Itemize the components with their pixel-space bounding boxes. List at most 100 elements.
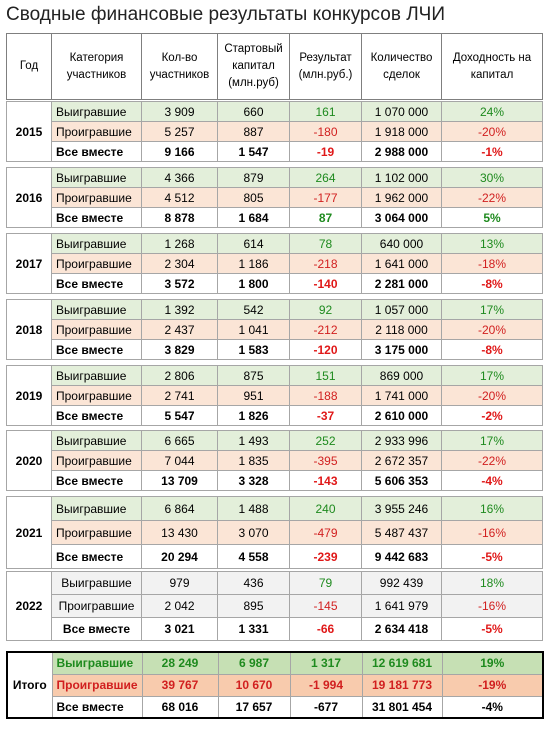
capital-cell: 879 — [217, 167, 290, 188]
yield-cell: 30% — [441, 167, 543, 188]
trades-cell: 1 641 000 — [361, 253, 442, 274]
category-cell: Проигравшие — [51, 673, 143, 697]
participants-cell: 6 864 — [141, 496, 218, 521]
participants-cell: 9 166 — [141, 141, 218, 162]
category-cell: Проигравшие — [51, 319, 142, 340]
win-row: 2015 Выигравшие 3 909 660 161 1 070 000 24% — [6, 101, 543, 162]
yield-cell: 5% — [441, 207, 543, 228]
yield-cell: -1% — [441, 141, 543, 162]
trades-cell: 2 988 000 — [361, 141, 442, 162]
total-row: Все вместе 13 709 3 328 -143 5 606 353 -4% — [7, 470, 543, 491]
participants-cell: 28 249 — [141, 651, 219, 675]
yield-cell: 18% — [441, 571, 543, 595]
category-cell: Выигравшие — [51, 299, 142, 320]
category-cell: Все вместе — [51, 617, 142, 641]
yield-cell: -22% — [441, 450, 543, 471]
yield-cell: -2% — [441, 405, 543, 426]
participants-cell: 4 366 — [141, 167, 218, 188]
trades-cell: 1 918 000 — [361, 121, 442, 142]
trades-cell: 3 955 246 — [361, 496, 442, 521]
result-cell: 151 — [289, 365, 362, 386]
participants-cell: 3 021 — [141, 617, 218, 641]
participants-cell: 2 741 — [141, 385, 218, 406]
total-row: Все вместе 8 878 1 684 87 3 064 000 5% — [7, 207, 543, 228]
year-table: 2022 Выигравшие 979 436 79 992 439 18% Проиграв… — [6, 571, 543, 641]
result-cell: 79 — [289, 571, 362, 595]
result-cell: 264 — [289, 167, 362, 188]
result-cell: 1 317 — [289, 651, 363, 675]
result-cell: -395 — [289, 450, 362, 471]
trades-cell: 2 118 000 — [361, 319, 442, 340]
participants-cell: 3 572 — [141, 273, 218, 294]
trades-cell: 1 641 979 — [361, 594, 442, 618]
capital-cell: 1 186 — [217, 253, 290, 274]
participants-cell: 979 — [141, 571, 218, 595]
yield-cell: -16% — [441, 594, 543, 618]
category-cell: Выигравшие — [51, 365, 142, 386]
yield-cell: -8% — [441, 273, 543, 294]
win-row: 2019 Выигравшие 2 806 875 151 869 000 17% — [6, 365, 543, 426]
year-table: 2020 Выигравшие 6 665 1 493 252 2 933 996 17% П… — [6, 430, 543, 491]
capital-cell: 951 — [217, 385, 290, 406]
total-row: Все вместе 5 547 1 826 -37 2 610 000 -2% — [7, 405, 543, 426]
participants-cell: 8 878 — [141, 207, 218, 228]
category-cell: Проигравшие — [51, 121, 142, 142]
lose-row: Проигравшие 13 430 3 070 -479 5 487 437 -16% — [7, 520, 543, 545]
yield-cell: 17% — [441, 299, 543, 320]
yield-cell: -19% — [441, 673, 544, 697]
year-table: 2018 Выигравшие 1 392 542 92 1 057 000 17% Прои… — [6, 299, 543, 360]
capital-cell: 436 — [217, 571, 290, 595]
win-row: Итого Выигравшие 28 249 6 987 1 317 12 619 68… — [6, 651, 544, 719]
trades-cell: 1 962 000 — [361, 187, 442, 208]
year-cell: 2018 — [6, 299, 52, 360]
yield-cell: -4% — [441, 695, 544, 719]
header-participants: Кол-во участников — [141, 33, 218, 100]
trades-cell: 31 801 454 — [361, 695, 443, 719]
category-cell: Все вместе — [51, 339, 142, 360]
total-row: Все вместе 68 016 17 657 -677 31 801 454 -4% — [7, 695, 544, 719]
yield-cell: -22% — [441, 187, 543, 208]
total-row: Все вместе 20 294 4 558 -239 9 442 683 -5% — [7, 544, 543, 569]
page-title: Сводные финансовые результаты конкурсов … — [6, 4, 445, 25]
capital-cell: 1 488 — [217, 496, 290, 521]
result-cell: -212 — [289, 319, 362, 340]
capital-cell: 542 — [217, 299, 290, 320]
capital-cell: 895 — [217, 594, 290, 618]
trades-cell: 992 439 — [361, 571, 442, 595]
trades-cell: 2 634 418 — [361, 617, 442, 641]
lose-row: Проигравшие 5 257 887 -180 1 918 000 -20% — [7, 121, 543, 142]
participants-cell: 7 044 — [141, 450, 218, 471]
category-cell: Выигравшие — [51, 571, 142, 595]
year-cell: 2015 — [6, 101, 52, 162]
category-cell: Проигравшие — [51, 450, 142, 471]
participants-cell: 3 909 — [141, 101, 218, 122]
yield-cell: -16% — [441, 520, 543, 545]
trades-cell: 869 000 — [361, 365, 442, 386]
lose-row: Проигравшие 2 741 951 -188 1 741 000 -20% — [7, 385, 543, 406]
participants-cell: 2 304 — [141, 253, 218, 274]
win-row: 2021 Выигравшие 6 864 1 488 240 3 955 246 16% — [6, 496, 543, 569]
header-row: Год Категория участников Кол-во участник… — [6, 33, 543, 100]
win-row: 2020 Выигравшие 6 665 1 493 252 2 933 996 17% — [6, 430, 543, 491]
capital-cell: 3 328 — [217, 470, 290, 491]
header-trades: Количество сделок — [361, 33, 442, 100]
header-category: Категория участников — [51, 33, 142, 100]
trades-cell: 2 281 000 — [361, 273, 442, 294]
participants-cell: 39 767 — [141, 673, 219, 697]
yield-cell: -5% — [441, 617, 543, 641]
participants-cell: 5 257 — [141, 121, 218, 142]
trades-cell: 12 619 681 — [361, 651, 443, 675]
lose-row: Проигравшие 4 512 805 -177 1 962 000 -22% — [7, 187, 543, 208]
result-cell: 252 — [289, 430, 362, 451]
trades-cell: 2 672 357 — [361, 450, 442, 471]
category-cell: Выигравшие — [51, 496, 142, 521]
participants-cell: 5 547 — [141, 405, 218, 426]
yield-cell: -18% — [441, 253, 543, 274]
win-row: 2016 Выигравшие 4 366 879 264 1 102 000 30% — [6, 167, 543, 228]
lose-row: Проигравшие 7 044 1 835 -395 2 672 357 -22% — [7, 450, 543, 471]
result-cell: 161 — [289, 101, 362, 122]
result-cell: -66 — [289, 617, 362, 641]
category-cell: Все вместе — [51, 544, 142, 569]
participants-cell: 2 042 — [141, 594, 218, 618]
category-cell: Выигравшие — [51, 651, 143, 675]
